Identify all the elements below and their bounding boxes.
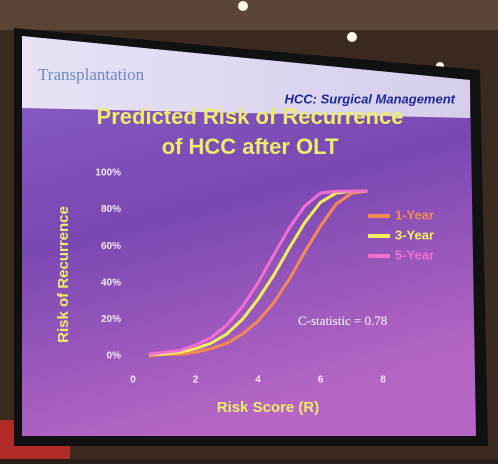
x-tick-label: 6 bbox=[318, 375, 324, 386]
ceiling-light bbox=[347, 32, 357, 42]
x-tick-label: 0 bbox=[130, 375, 136, 386]
ceiling bbox=[0, 0, 498, 30]
legend-label: 1-Year bbox=[395, 207, 434, 222]
annotation: C-statistic = 0.78 bbox=[298, 313, 387, 328]
y-tick-label: 100% bbox=[95, 168, 121, 179]
slide-header bbox=[22, 36, 470, 118]
chart-title: of HCC after OLT bbox=[162, 134, 339, 159]
y-tick-label: 0% bbox=[107, 351, 122, 362]
series-line bbox=[148, 189, 368, 356]
legend-label: 3-Year bbox=[395, 227, 434, 242]
series-line bbox=[148, 189, 368, 358]
x-tick-label: 2 bbox=[193, 375, 199, 386]
y-tick-label: 20% bbox=[101, 314, 121, 325]
x-tick-label: 4 bbox=[255, 375, 261, 386]
y-axis-label: Risk of Recurrence bbox=[55, 206, 72, 343]
y-tick-label: 60% bbox=[101, 241, 121, 252]
x-axis-label: Risk Score (R) bbox=[217, 399, 320, 416]
legend-label: 5-Year bbox=[395, 247, 434, 262]
header-left: Transplantation bbox=[38, 65, 145, 84]
y-tick-label: 80% bbox=[101, 204, 121, 215]
slide bbox=[22, 36, 476, 436]
y-tick-label: 40% bbox=[101, 277, 121, 288]
ceiling-light bbox=[238, 1, 248, 11]
series-line bbox=[148, 189, 368, 356]
chart: Predicted Risk of Recurrence of HCC after… bbox=[55, 104, 434, 416]
x-tick-label: 8 bbox=[380, 375, 386, 386]
chart-title: Predicted Risk of Recurrence bbox=[97, 104, 404, 129]
header-right: HCC: Surgical Management bbox=[285, 91, 456, 106]
